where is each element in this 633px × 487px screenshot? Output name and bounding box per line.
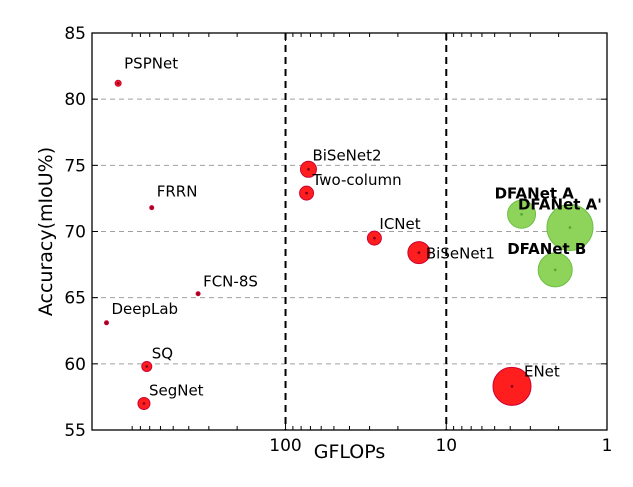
point-label-bisenet1: BiSeNet1 [426, 245, 495, 263]
x-axis-title: GFLOPs [314, 441, 386, 463]
point-center-fcn-8s [196, 292, 200, 296]
point-labels: PSPNet FRRN FCN-8S DeepLab SQ SegNet BiSeNet2 T… [111, 54, 601, 399]
point-label-dfanet-a: DFANet A' [518, 196, 602, 214]
point-label-fcn-8s: FCN-8S [203, 273, 258, 291]
y-tick-label-75: 75 [64, 156, 86, 176]
point-center-two-column [305, 191, 308, 195]
point-center-frrn [150, 206, 154, 210]
grid-lines [92, 98, 607, 365]
point-center-dfanet-a [568, 226, 572, 229]
point-center-bisenet1 [417, 251, 421, 255]
y-tick-label-55: 55 [64, 421, 86, 441]
point-center-bisenet2 [307, 167, 310, 171]
point-label-icnet: ICNet [379, 215, 420, 233]
y-tick-label-70: 70 [64, 223, 86, 243]
data-points [103, 79, 594, 411]
y-tick-label-80: 80 [64, 90, 86, 110]
point-label-bisenet2: BiSeNet2 [312, 146, 381, 164]
point-center-pspnet [116, 81, 120, 85]
point-center-enet [510, 384, 514, 388]
y-axis-title: Accuracy(mIoU%) [35, 147, 57, 316]
point-label-sq: SQ [152, 344, 173, 362]
x-tick-label-100: 100 [269, 436, 301, 456]
point-label-pspnet: PSPNet [124, 54, 178, 72]
y-tick-label-60: 60 [64, 355, 86, 375]
axis-ticks: 55 60 65 70 75 80 85 100 10 1 [64, 24, 612, 456]
point-label-dfanet-b: DFANet B [507, 240, 586, 258]
vertical-reference-lines [284, 33, 448, 430]
y-tick-label-65: 65 [64, 289, 86, 309]
point-label-deeplab: DeepLab [111, 300, 178, 318]
point-label-dfanet-a: DFANet A [495, 184, 575, 202]
x-tick-label-10: 10 [435, 436, 457, 456]
point-label-frrn: FRRN [157, 183, 198, 201]
y-tick-label-85: 85 [64, 24, 86, 44]
point-center-icnet [372, 236, 376, 240]
point-label-two-column: Two-column [312, 171, 402, 189]
point-label-segnet: SegNet [149, 382, 204, 400]
point-center-deeplab [105, 321, 108, 325]
point-center-dfanet-b [553, 268, 557, 272]
point-center-segnet [142, 402, 146, 405]
x-tick-label-1: 1 [602, 436, 613, 456]
point-label-enet: ENet [524, 362, 560, 380]
point-center-sq [145, 365, 149, 368]
point-center-dfanet-a [520, 212, 523, 216]
